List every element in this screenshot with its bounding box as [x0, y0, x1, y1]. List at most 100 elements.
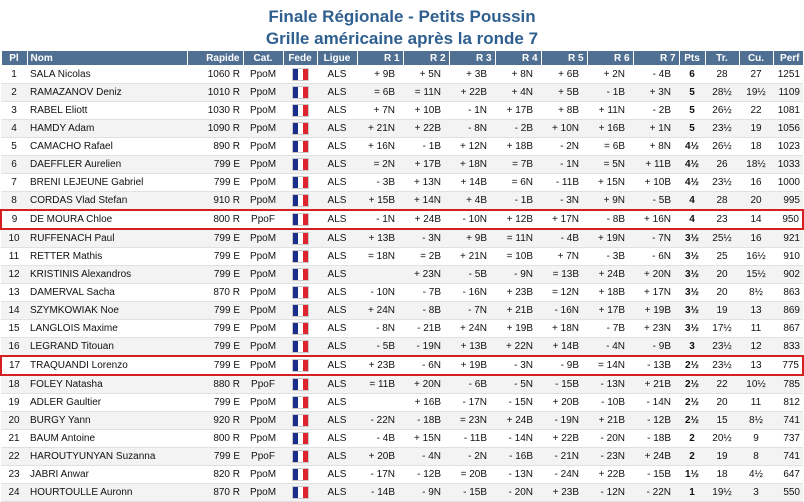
rating-cell: 799 E	[187, 247, 243, 266]
player-name-cell: RETTER Mathis	[27, 247, 187, 266]
category-cell: PpoF	[243, 375, 283, 394]
league-cell: ALS	[317, 155, 357, 174]
round-result-cell: + 17B	[403, 155, 449, 174]
points-cell: 2	[679, 429, 705, 448]
league-cell: ALS	[317, 83, 357, 102]
round-result-cell: + 18B	[495, 137, 541, 156]
category-cell: PpoM	[243, 173, 283, 192]
category-cell: PpoM	[243, 229, 283, 248]
rank-cell: 14	[1, 301, 27, 320]
points-cell: 5	[679, 119, 705, 138]
round-result-cell: - 15B	[633, 465, 679, 484]
round-result-cell: - 3N	[403, 229, 449, 248]
points-cell: 4½	[679, 173, 705, 192]
round-result-cell: + 15N	[587, 173, 633, 192]
column-header: Rapide	[186, 50, 244, 66]
points-cell: 4	[679, 191, 705, 211]
round-result-cell: - 10B	[587, 393, 633, 412]
column-header: Ligue	[316, 50, 358, 66]
federation-cell	[283, 65, 317, 84]
category-cell: PpoF	[243, 447, 283, 466]
points-cell: 1½	[679, 465, 705, 484]
player-name-cell: DAEFFLER Aurelien	[27, 155, 187, 174]
round-result-cell: - 12B	[633, 411, 679, 430]
round-result-cell: + 13B	[449, 337, 495, 357]
tiebreak-tr-cell: 20	[705, 265, 739, 284]
rank-cell: 7	[1, 173, 27, 192]
points-cell: 4½	[679, 137, 705, 156]
performance-cell: 1251	[773, 65, 803, 84]
round-result-cell: + 2N	[587, 65, 633, 84]
column-header: Nom	[26, 50, 188, 66]
round-result-cell: + 16N	[357, 137, 403, 156]
table-row: 6 DAEFFLER Aurelien 799 E PpoM ALS = 2N + 17B +…	[1, 155, 803, 174]
rank-cell: 2	[1, 83, 27, 102]
round-result-cell: + 24B	[633, 447, 679, 466]
round-result-cell: - 22N	[633, 483, 679, 502]
france-flag-icon	[291, 286, 309, 299]
rank-cell: 5	[1, 137, 27, 156]
tiebreak-tr-cell: 28½	[705, 83, 739, 102]
round-result-cell: - 21N	[541, 447, 587, 466]
points-cell: 2½	[679, 355, 705, 376]
rating-cell: 799 E	[187, 319, 243, 338]
round-result-cell: + 7N	[357, 101, 403, 120]
league-cell: ALS	[317, 319, 357, 338]
france-flag-icon	[291, 359, 309, 372]
points-cell: 1	[679, 483, 705, 502]
round-result-cell: - 19N	[541, 411, 587, 430]
rank-cell: 22	[1, 447, 27, 466]
round-result-cell: - 4B	[357, 429, 403, 448]
points-cell: 3½	[679, 265, 705, 284]
round-result-cell: - 1N	[357, 209, 403, 230]
tiebreak-tr-cell: 26½	[705, 101, 739, 120]
table-row: 22 HAROUTYUNYAN Suzanna 799 E PpoF ALS + 20B -…	[1, 447, 803, 466]
france-flag-icon	[291, 340, 309, 353]
round-result-cell: + 11N	[587, 101, 633, 120]
round-result-cell: - 17N	[449, 393, 495, 412]
round-result-cell: - 16B	[495, 447, 541, 466]
round-result-cell: - 3N	[495, 355, 541, 376]
performance-cell: 1081	[773, 101, 803, 120]
round-result-cell: + 11B	[633, 155, 679, 174]
round-result-cell: + 17B	[587, 301, 633, 320]
round-result-cell: = 18N	[357, 247, 403, 266]
category-cell: PpoM	[243, 101, 283, 120]
rank-cell: 19	[1, 393, 27, 412]
round-result-cell: - 4B	[541, 229, 587, 248]
round-result-cell: = 6B	[357, 83, 403, 102]
france-flag-icon	[291, 232, 309, 245]
round-result-cell: + 18B	[587, 283, 633, 302]
rating-cell: 799 E	[187, 265, 243, 284]
category-cell: PpoM	[243, 137, 283, 156]
page-title: Finale Régionale - Petits Poussin	[268, 7, 536, 26]
player-name-cell: ADLER Gaultier	[27, 393, 187, 412]
performance-cell: 921	[773, 229, 803, 248]
round-result-cell: - 10N	[449, 209, 495, 230]
rating-cell: 799 E	[187, 393, 243, 412]
tiebreak-cu-cell: 4½	[739, 465, 773, 484]
league-cell: ALS	[317, 355, 357, 376]
page-subtitle: Grille américaine après la ronde 7	[265, 29, 539, 48]
tiebreak-tr-cell: 28	[705, 191, 739, 211]
column-header: Cu.	[738, 50, 774, 66]
round-result-cell: - 2N	[449, 447, 495, 466]
round-result-cell: - 9B	[541, 355, 587, 376]
tiebreak-tr-cell: 23	[705, 209, 739, 230]
round-result-cell: + 10N	[541, 119, 587, 138]
round-result-cell: = 6N	[495, 173, 541, 192]
round-result-cell: - 21B	[403, 319, 449, 338]
table-row: 12 KRISTINIS Alexandros 799 E PpoM ALS + 23N -…	[1, 265, 803, 284]
france-flag-icon	[291, 468, 309, 481]
category-cell: PpoM	[243, 319, 283, 338]
round-result-cell: + 24B	[495, 411, 541, 430]
tiebreak-tr-cell: 23½	[705, 337, 739, 357]
column-header: Fede	[282, 50, 318, 66]
league-cell: ALS	[317, 191, 357, 211]
performance-cell: 741	[773, 447, 803, 466]
player-name-cell: BRENI LEJEUNE Gabriel	[27, 173, 187, 192]
player-name-cell: DE MOURA Chloe	[27, 209, 187, 230]
round-result-cell: + 14B	[449, 173, 495, 192]
federation-cell	[283, 429, 317, 448]
table-row: 19 ADLER Gaultier 799 E PpoM ALS + 16B - 17N - …	[1, 393, 803, 412]
